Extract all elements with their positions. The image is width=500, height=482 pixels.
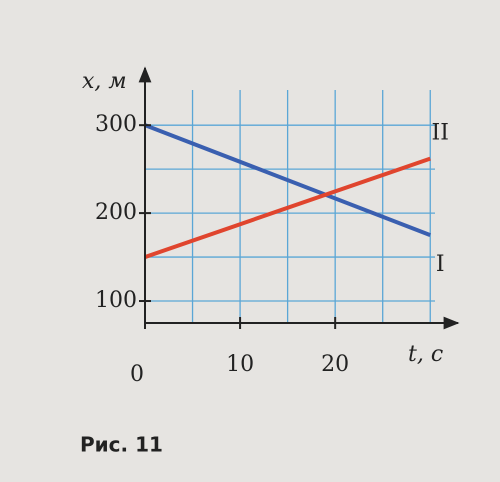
y-axis-label: x, м [82,69,127,94]
grid [145,90,435,323]
lines [144,123,431,259]
series-label: I [436,252,445,277]
x-axis-label: t, с [408,342,443,367]
x-tick-label: 20 [321,352,349,377]
y-tick-label: 100 [95,288,137,313]
series-line [144,123,431,237]
x-tick-label: 10 [226,352,254,377]
x-tick-label: 0 [130,362,144,387]
series-label: II [432,121,449,146]
y-tick-label: 300 [95,112,137,137]
series-line [144,156,431,259]
y-tick-label: 200 [95,200,137,225]
caption: Рис. 11 [80,433,163,457]
